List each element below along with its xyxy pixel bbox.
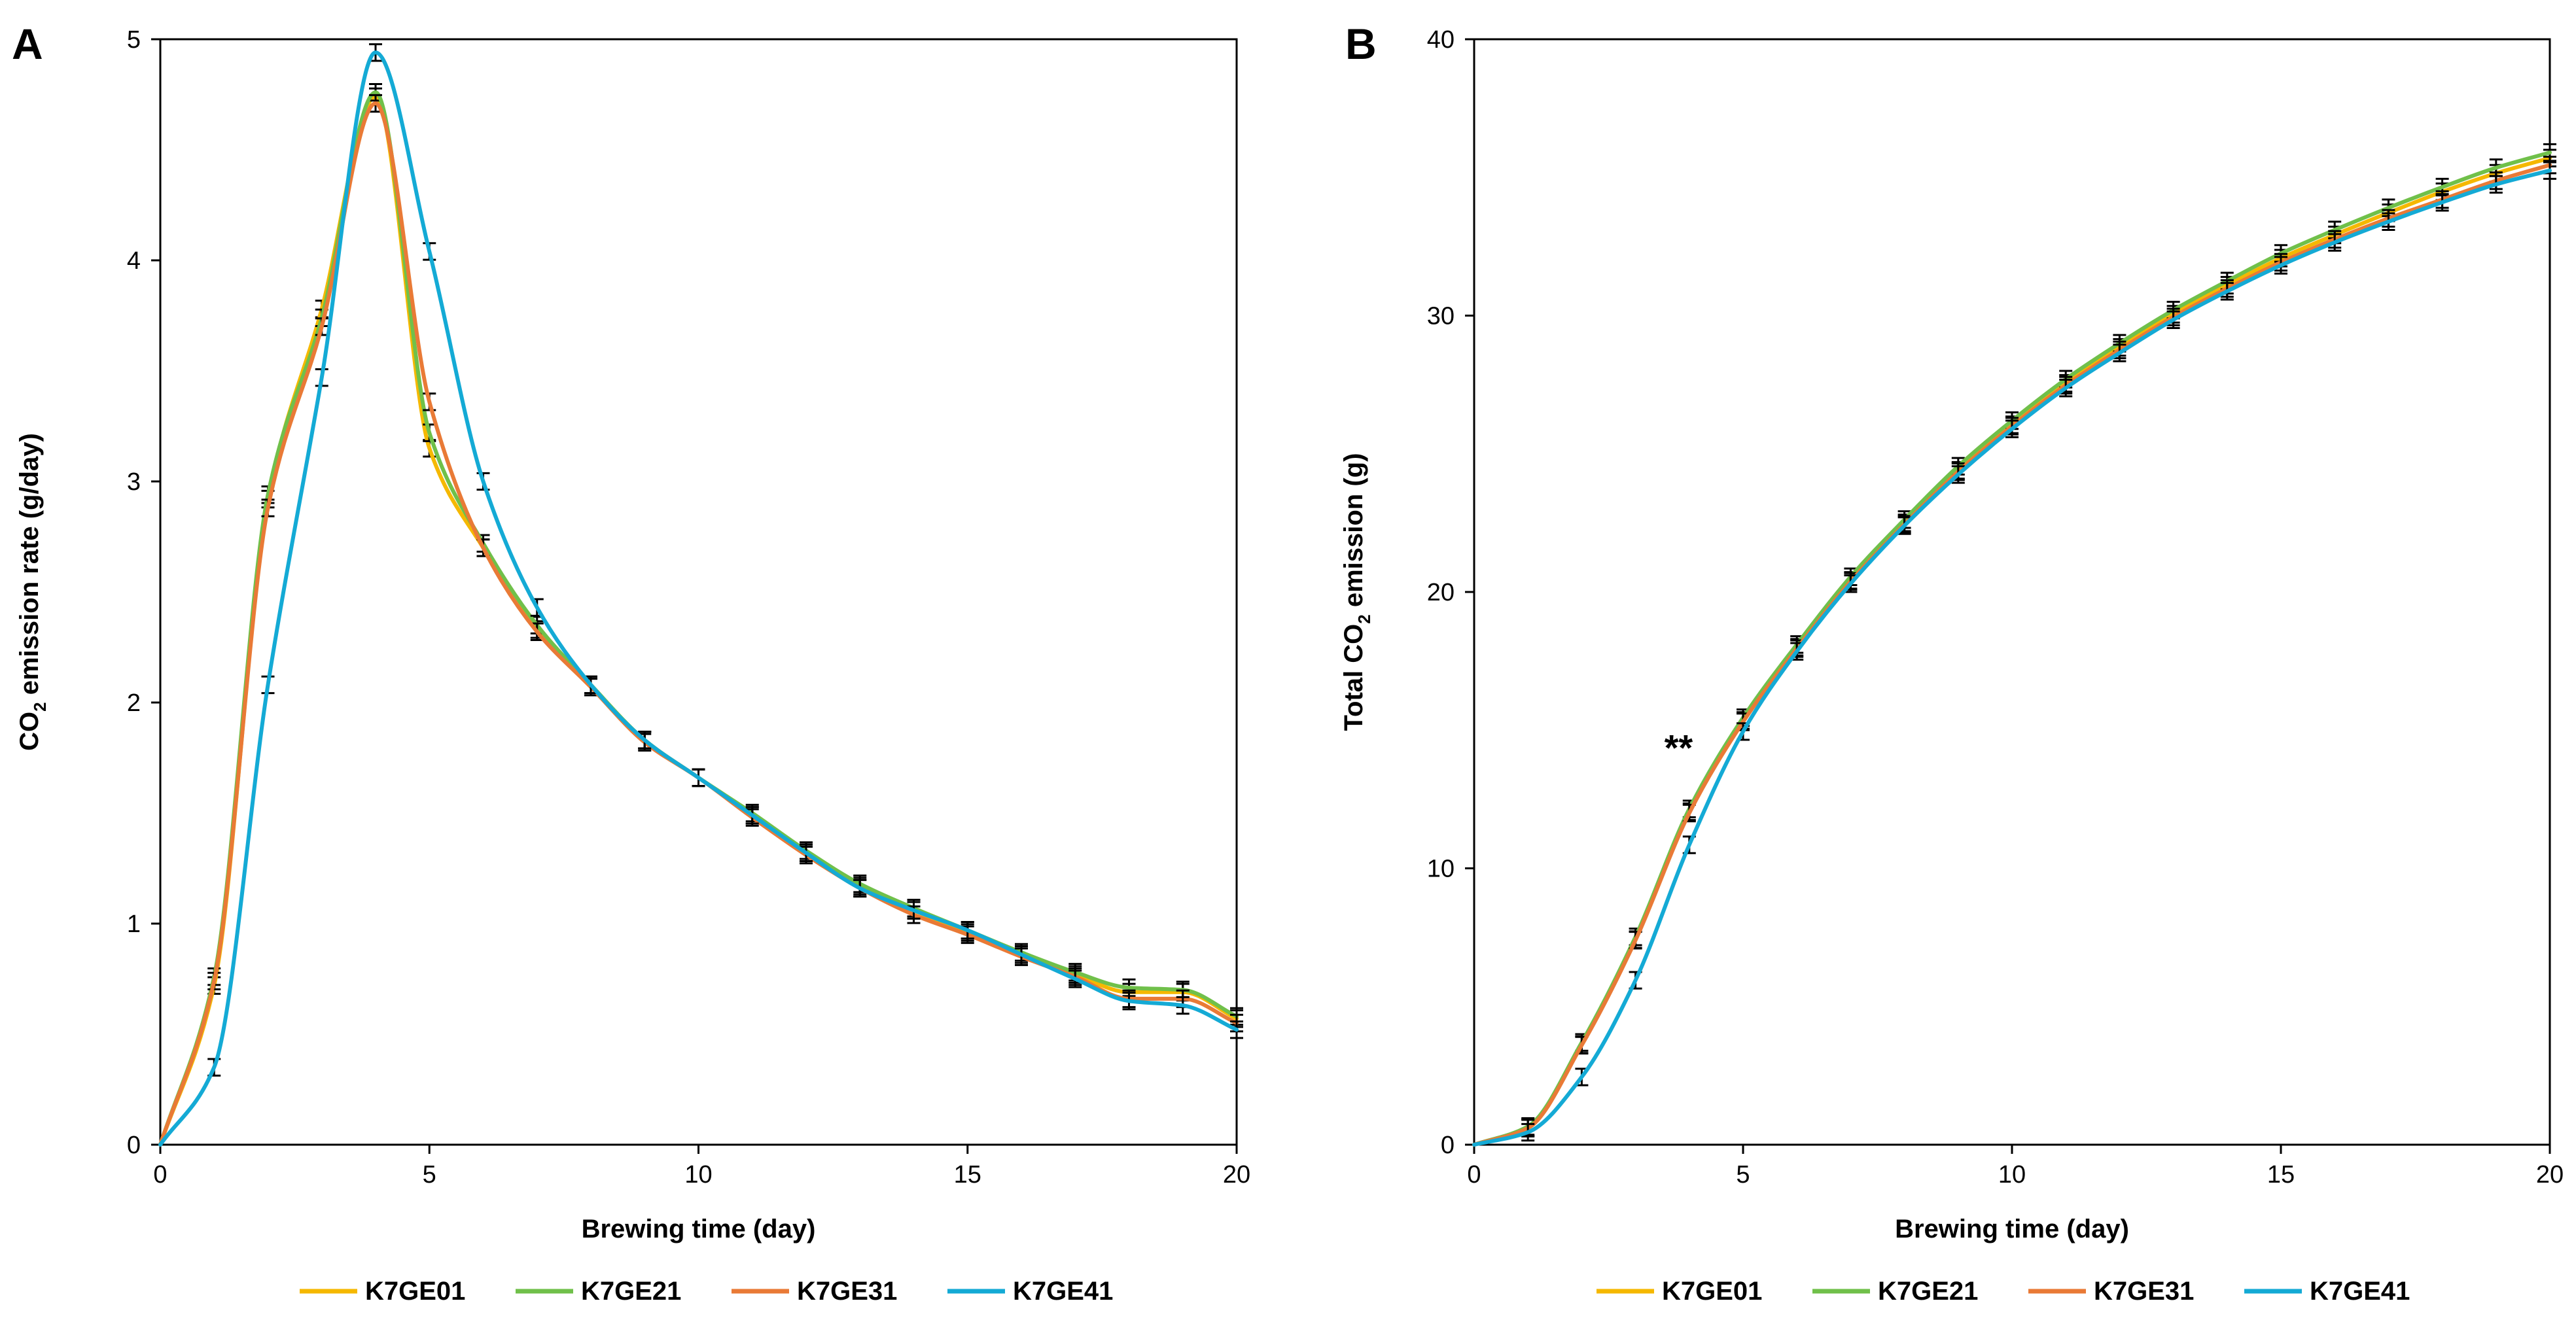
y-tick-label: 0 xyxy=(1441,1132,1455,1159)
series-line-k7ge21 xyxy=(1472,150,2552,1147)
x-axis-title: Brewing time (day) xyxy=(582,1215,816,1243)
series-line-k7ge41 xyxy=(1472,168,2552,1147)
legend-label: K7GE01 xyxy=(365,1277,465,1306)
series-line-k7ge31 xyxy=(1472,163,2552,1147)
x-tick-label: 0 xyxy=(153,1161,167,1189)
y-axis-title-subscript: 2 xyxy=(30,702,50,711)
y-tick-label: 10 xyxy=(1427,856,1455,883)
y-axis-title-suffix: emission (g) xyxy=(1339,453,1368,615)
y-tick-label: 0 xyxy=(127,1132,141,1159)
y-tick-label: 2 xyxy=(127,689,141,717)
series-k7ge21 xyxy=(1472,143,2556,1147)
series-line-k7ge31 xyxy=(158,101,1239,1147)
y-axis-title-suffix: emission rate (g/day) xyxy=(15,433,44,702)
legend-label: K7GE41 xyxy=(1013,1277,1113,1306)
series-line-k7ge41 xyxy=(158,50,1239,1147)
y-tick-label: 3 xyxy=(127,468,141,496)
series-k7ge31 xyxy=(1472,156,2556,1147)
x-tick-label: 5 xyxy=(1736,1161,1750,1189)
legend-item-k7ge21: K7GE21 xyxy=(1812,1277,1978,1306)
x-tick-label: 10 xyxy=(1998,1161,2026,1189)
panel-b-chart: B 0 5 10 15 20 0 10 20 30 40 Brewing time (day) Tota… xyxy=(1339,20,2564,1306)
legend-label: K7GE31 xyxy=(797,1277,897,1306)
legend-item-k7ge41: K7GE41 xyxy=(947,1277,1113,1306)
legend-label: K7GE41 xyxy=(2310,1277,2410,1306)
legend-label: K7GE21 xyxy=(581,1277,681,1306)
x-tick-label: 20 xyxy=(2536,1161,2564,1189)
series-k7ge41 xyxy=(158,43,1243,1147)
y-tick-label: 4 xyxy=(127,247,141,275)
x-tick-label: 5 xyxy=(423,1161,436,1189)
y-tick-label: 1 xyxy=(127,911,141,938)
legend-item-k7ge21: K7GE21 xyxy=(516,1277,681,1306)
y-axis-title: Total CO2 emission (g) xyxy=(1339,453,1374,731)
legend: K7GE01 K7GE21 K7GE31 K7GE41 xyxy=(1597,1277,2410,1306)
x-tick-label: 15 xyxy=(2267,1161,2295,1189)
series-k7ge01 xyxy=(1472,148,2556,1147)
legend: K7GE01 K7GE21 K7GE31 K7GE41 xyxy=(300,1277,1113,1306)
legend-label: K7GE01 xyxy=(1662,1277,1762,1306)
panel-letter-b: B xyxy=(1345,20,1377,68)
legend-item-k7ge31: K7GE31 xyxy=(2028,1277,2194,1306)
series-k7ge41 xyxy=(1472,161,2556,1147)
y-tick-label: 40 xyxy=(1427,26,1455,54)
legend-item-k7ge01: K7GE01 xyxy=(1597,1277,1762,1306)
series-line-k7ge01 xyxy=(1472,156,2552,1147)
y-tick-label: 20 xyxy=(1427,579,1455,606)
y-axis-title-prefix: CO xyxy=(15,712,44,751)
y-axis-title: CO2 emission rate (g/day) xyxy=(15,433,50,751)
legend-label: K7GE31 xyxy=(2094,1277,2194,1306)
legend-item-k7ge31: K7GE31 xyxy=(732,1277,897,1306)
x-tick-label: 15 xyxy=(954,1161,981,1189)
y-axis-title-subscript: 2 xyxy=(1354,614,1374,623)
y-tick-label: 5 xyxy=(127,26,141,54)
x-axis-title: Brewing time (day) xyxy=(1895,1215,2129,1243)
panel-letter-a: A xyxy=(12,20,43,68)
x-tick-label: 0 xyxy=(1467,1161,1481,1189)
legend-item-k7ge01: K7GE01 xyxy=(300,1277,465,1306)
x-tick-label: 10 xyxy=(684,1161,712,1189)
legend-item-k7ge41: K7GE41 xyxy=(2244,1277,2410,1306)
legend-label: K7GE21 xyxy=(1878,1277,1978,1306)
y-tick-label: 30 xyxy=(1427,303,1455,330)
y-axis-title-prefix: Total CO xyxy=(1339,624,1368,731)
x-tick-label: 20 xyxy=(1223,1161,1250,1189)
significance-annotation: ** xyxy=(1665,727,1693,769)
